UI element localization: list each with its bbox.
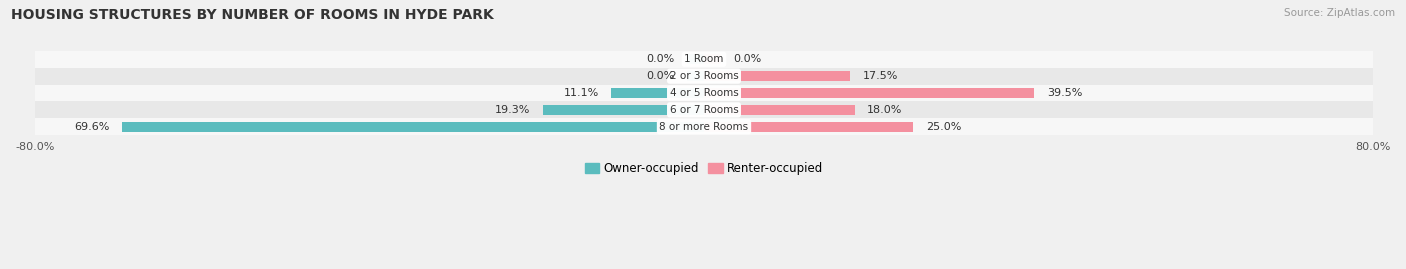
Text: 39.5%: 39.5% bbox=[1047, 88, 1083, 98]
Text: 17.5%: 17.5% bbox=[863, 71, 898, 81]
Bar bbox=[688, 71, 704, 81]
Bar bbox=[35, 101, 1374, 118]
Bar bbox=[704, 105, 855, 115]
Bar bbox=[122, 122, 704, 132]
Text: 0.0%: 0.0% bbox=[734, 54, 762, 64]
Text: 18.0%: 18.0% bbox=[868, 105, 903, 115]
Text: 0.0%: 0.0% bbox=[647, 71, 675, 81]
Text: 1 Room: 1 Room bbox=[685, 54, 724, 64]
Text: 25.0%: 25.0% bbox=[925, 122, 962, 132]
Legend: Owner-occupied, Renter-occupied: Owner-occupied, Renter-occupied bbox=[585, 162, 824, 175]
Bar bbox=[704, 54, 721, 65]
Bar bbox=[543, 105, 704, 115]
Text: 6 or 7 Rooms: 6 or 7 Rooms bbox=[669, 105, 738, 115]
Text: HOUSING STRUCTURES BY NUMBER OF ROOMS IN HYDE PARK: HOUSING STRUCTURES BY NUMBER OF ROOMS IN… bbox=[11, 8, 494, 22]
Bar bbox=[704, 88, 1035, 98]
Bar bbox=[35, 51, 1374, 68]
Text: 8 or more Rooms: 8 or more Rooms bbox=[659, 122, 748, 132]
Bar bbox=[35, 68, 1374, 84]
Text: 0.0%: 0.0% bbox=[647, 54, 675, 64]
Bar bbox=[612, 88, 704, 98]
Bar bbox=[704, 122, 912, 132]
Text: 4 or 5 Rooms: 4 or 5 Rooms bbox=[669, 88, 738, 98]
Text: 2 or 3 Rooms: 2 or 3 Rooms bbox=[669, 71, 738, 81]
Bar bbox=[688, 54, 704, 65]
Text: 11.1%: 11.1% bbox=[564, 88, 599, 98]
Bar bbox=[35, 118, 1374, 135]
Bar bbox=[704, 71, 851, 81]
Text: 19.3%: 19.3% bbox=[495, 105, 530, 115]
Text: 69.6%: 69.6% bbox=[73, 122, 110, 132]
Text: Source: ZipAtlas.com: Source: ZipAtlas.com bbox=[1284, 8, 1395, 18]
Bar bbox=[35, 84, 1374, 101]
